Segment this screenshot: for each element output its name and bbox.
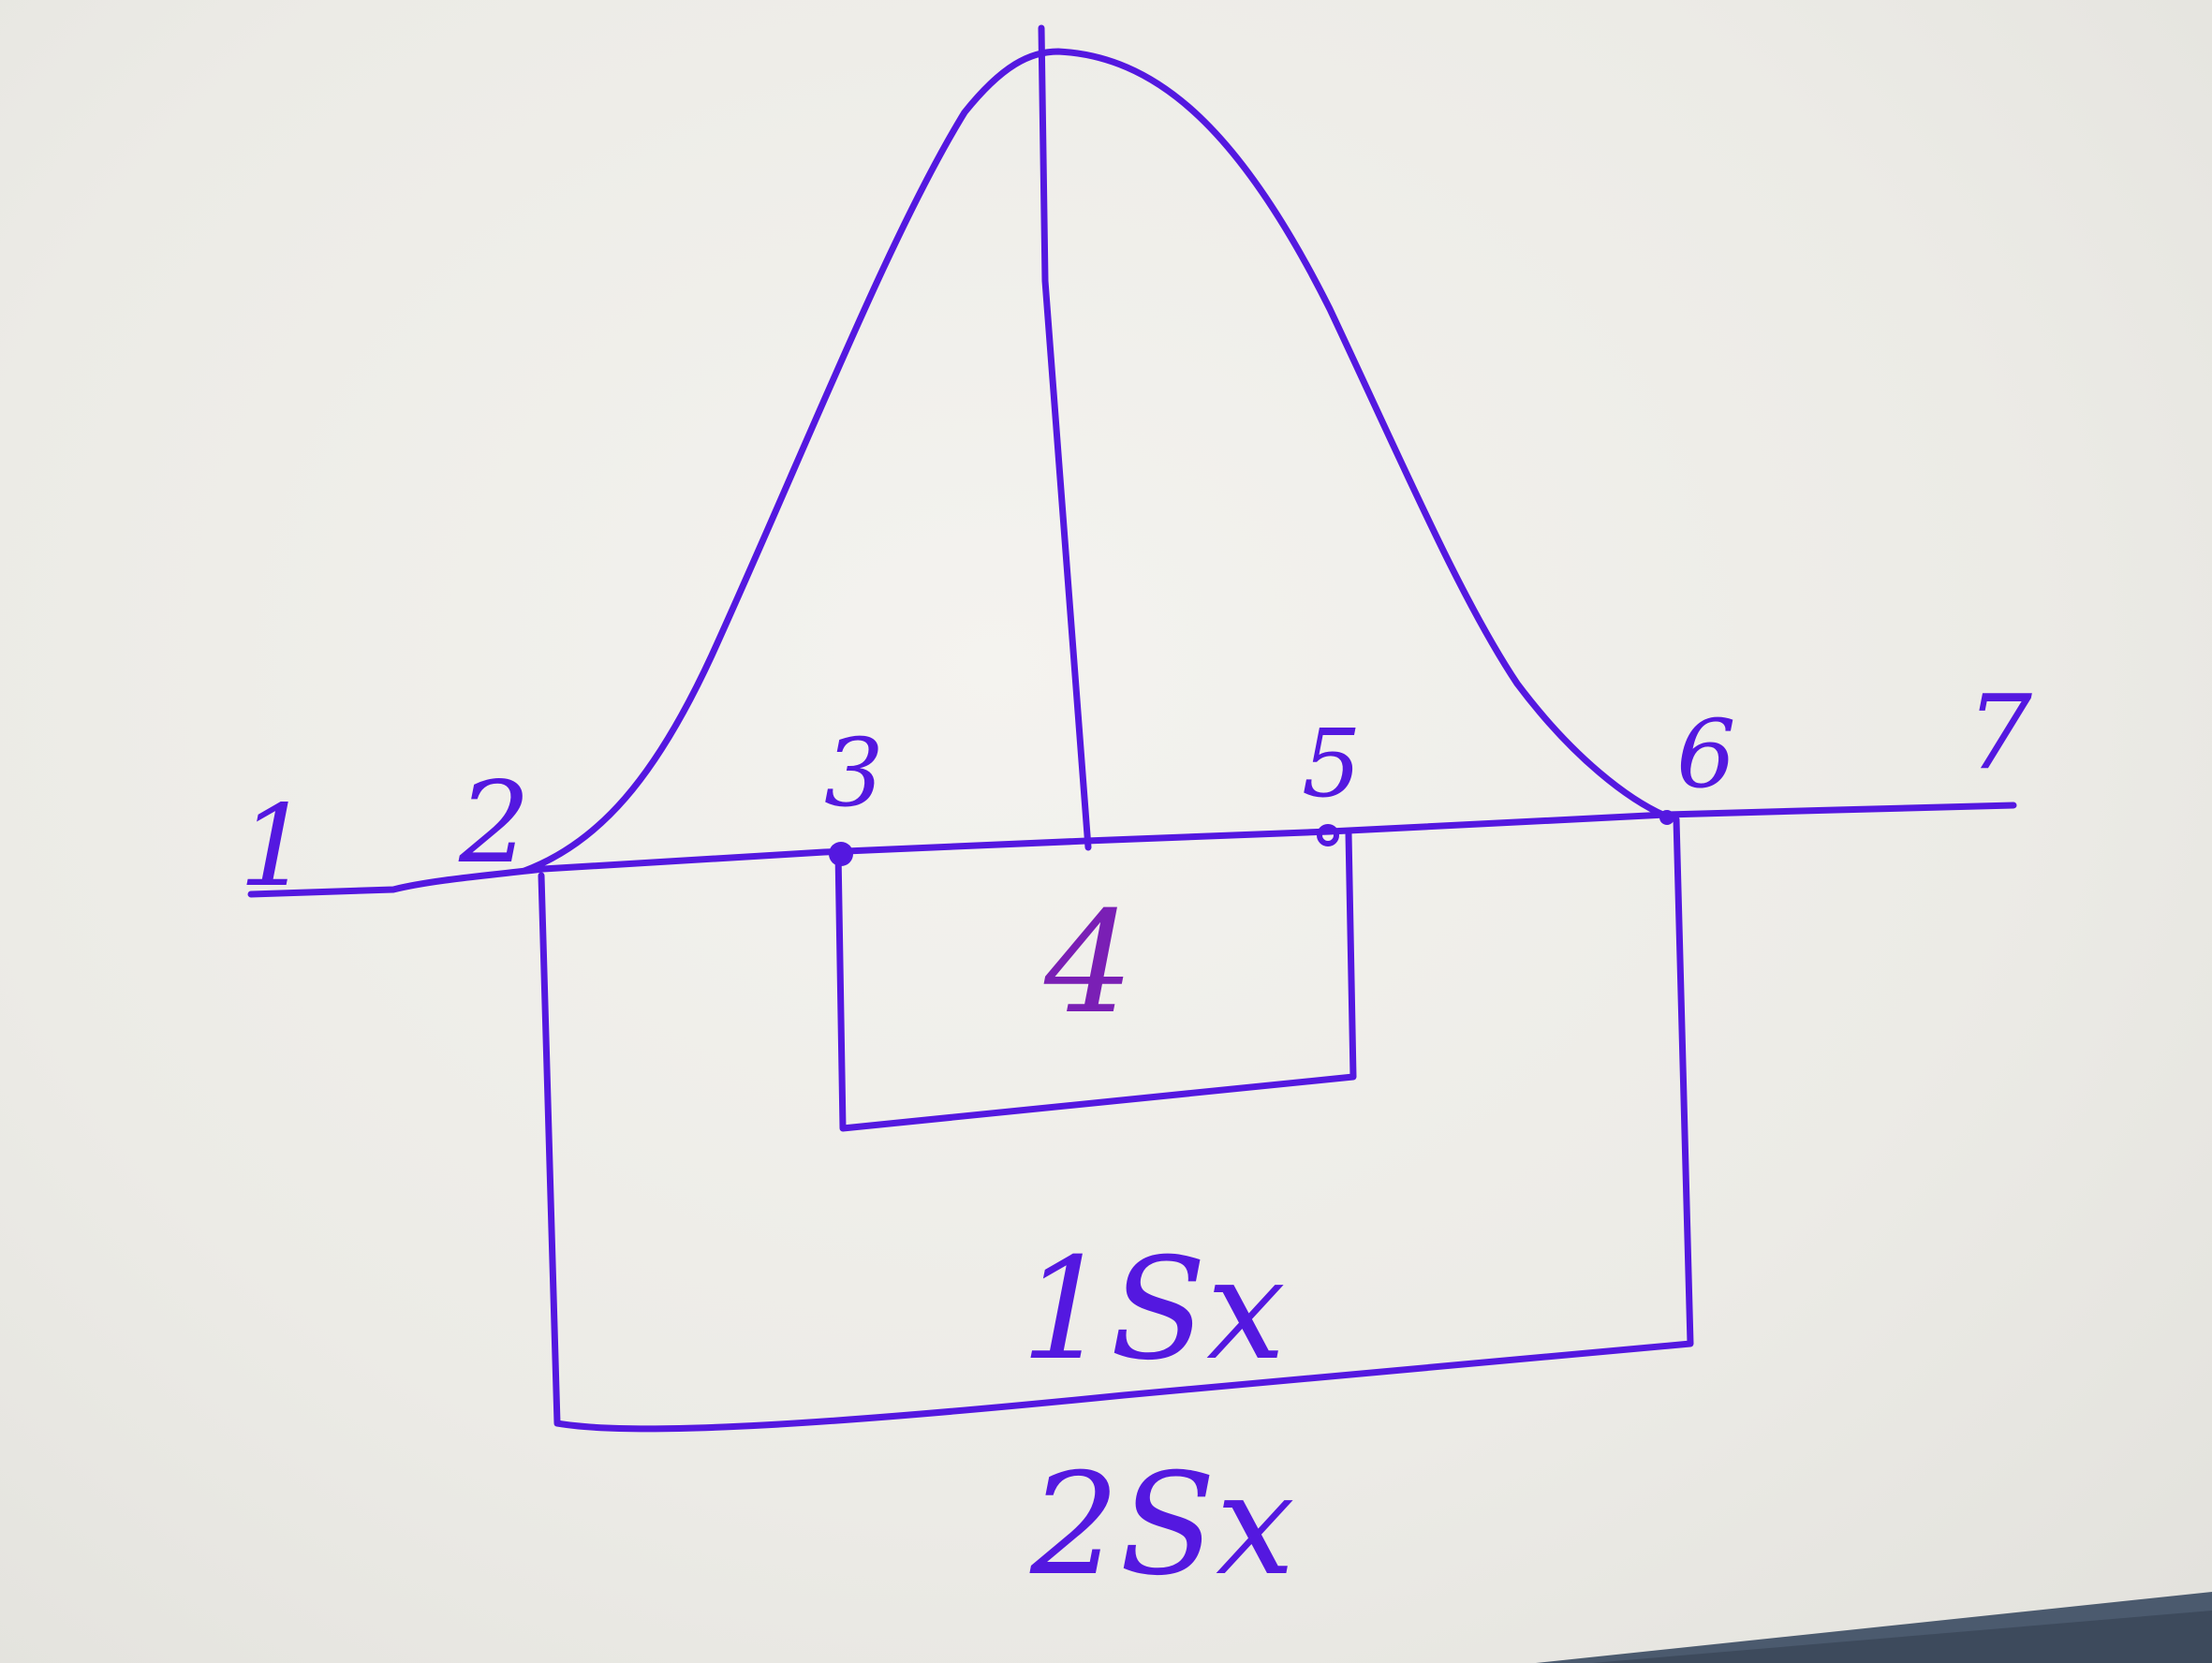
tick-label-5: 5 bbox=[1302, 709, 1362, 818]
tick-label-2: 2 bbox=[458, 758, 530, 889]
inner-box bbox=[834, 830, 1357, 1132]
tick-label-7: 7 bbox=[1967, 672, 2032, 792]
bell-curve bbox=[521, 48, 1671, 875]
tick-label-3: 3 bbox=[824, 718, 884, 828]
inner-box-label: 4 bbox=[1043, 882, 1133, 1045]
point-5-marker bbox=[1317, 824, 1339, 846]
outer-box bbox=[538, 816, 1694, 1433]
baseline-axis bbox=[247, 802, 2017, 898]
outer-box-label: 2Sx bbox=[1029, 1444, 1295, 1607]
point-3-marker bbox=[829, 842, 853, 866]
middle-box-label: 1Sx bbox=[1021, 1229, 1286, 1391]
tick-label-1: 1 bbox=[239, 782, 310, 912]
tick-label-6: 6 bbox=[1676, 699, 1736, 809]
mean-line bbox=[1038, 24, 1092, 851]
point-6-marker bbox=[1659, 810, 1674, 825]
